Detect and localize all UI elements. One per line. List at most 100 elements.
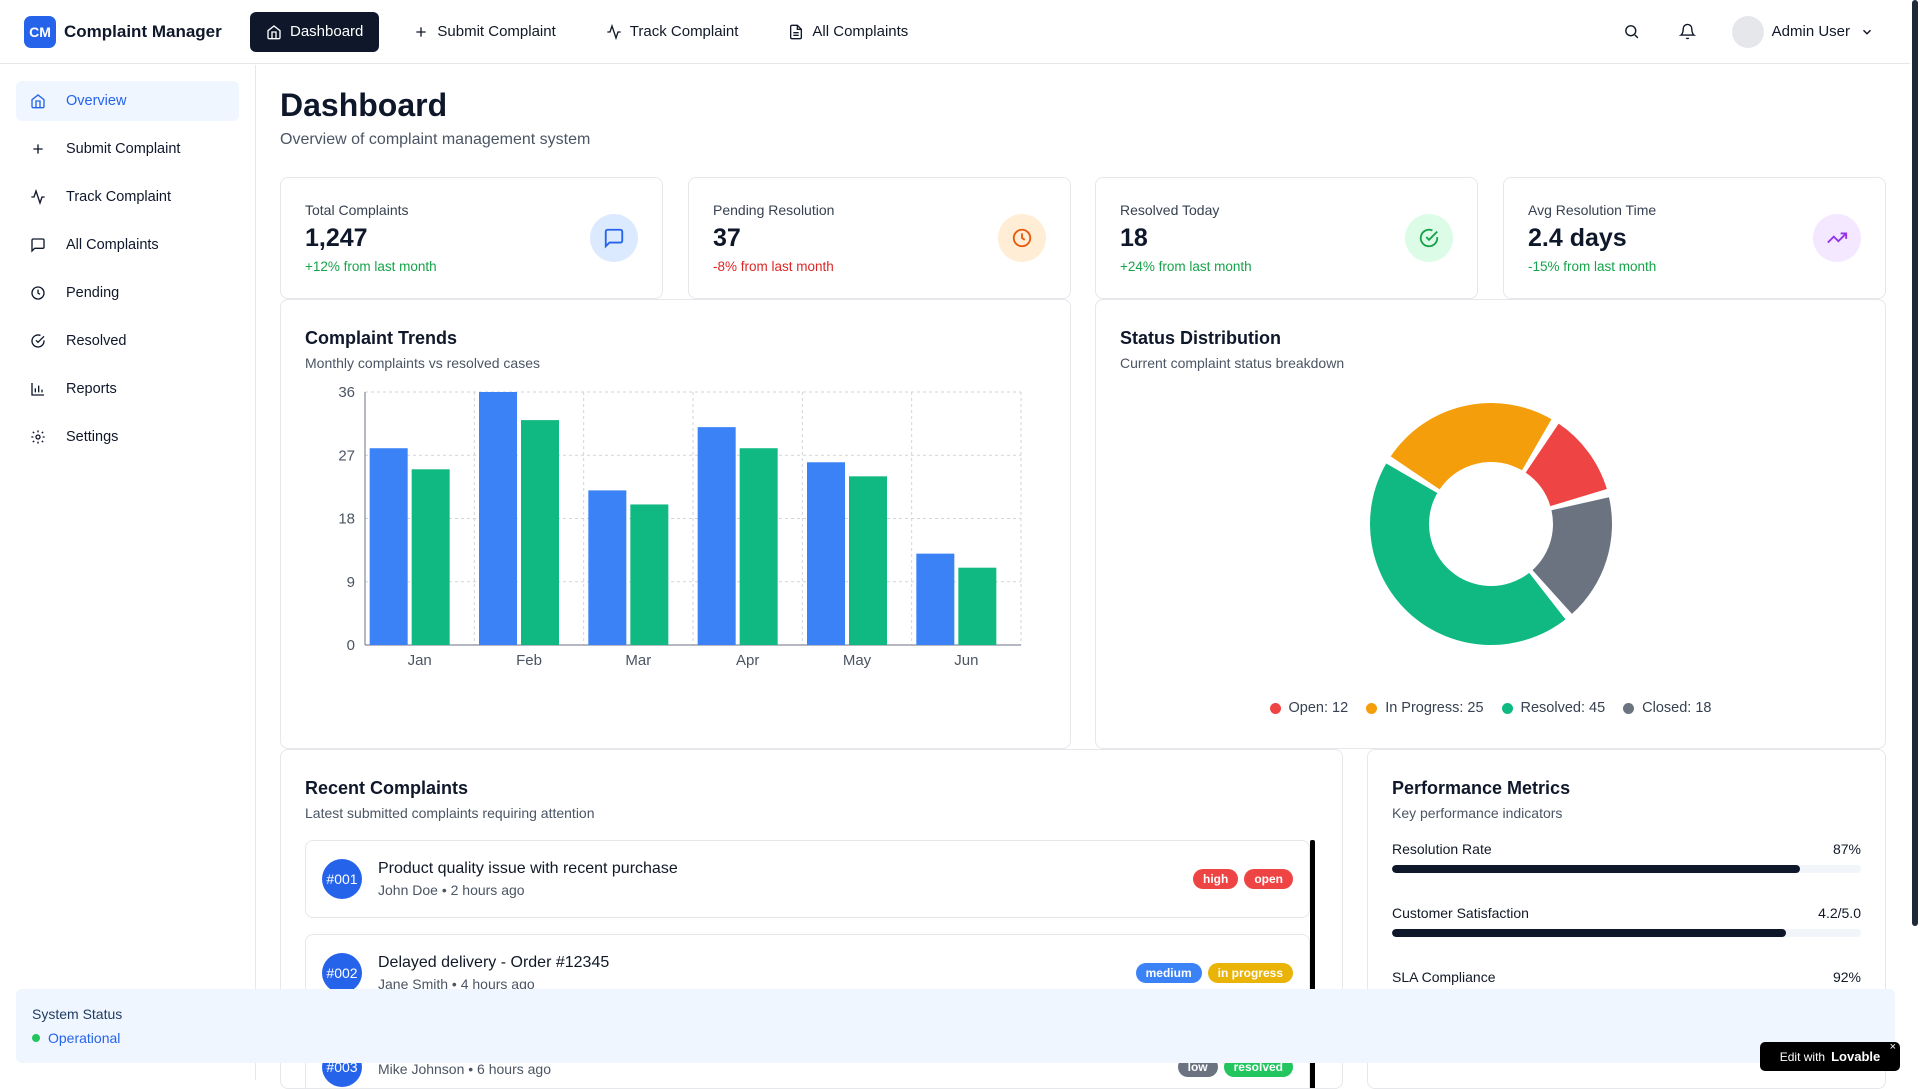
nav-label: Track Complaint (629, 23, 739, 40)
bar (739, 448, 778, 645)
sidebar-item-label: Resolved (66, 333, 127, 349)
sidebar-item-pending[interactable]: Pending (16, 273, 239, 313)
bar (521, 420, 559, 645)
y-tick-label: 0 (347, 637, 355, 654)
sidebar-item-settings[interactable]: Settings (16, 417, 239, 457)
stat-card-pending: Pending Resolution 37 -8% from last mont… (688, 177, 1071, 299)
status-dot (32, 1034, 40, 1042)
close-icon[interactable]: × (1889, 1041, 1896, 1053)
nav-all-complaints[interactable]: All Complaints (772, 12, 924, 52)
bar (630, 504, 669, 645)
sidebar-item-track-complaint[interactable]: Track Complaint (16, 177, 239, 217)
logo-mark: CM (24, 15, 56, 48)
stat-icon-wrap (1405, 214, 1453, 262)
metric-customer-satisfaction: Customer Satisfaction 4.2/5.0 (1392, 905, 1861, 937)
home-icon (267, 24, 281, 39)
stat-label: Total Complaints (305, 202, 409, 218)
user-name: Admin User (1771, 23, 1850, 40)
avatar (1731, 15, 1764, 48)
nav-label: All Complaints (812, 23, 909, 40)
stat-icon-wrap (998, 214, 1046, 262)
bar (958, 567, 997, 645)
sidebar-item-all-complaints[interactable]: All Complaints (16, 225, 239, 265)
edit-with-lovable-badge[interactable]: Edit with Lovable × (1760, 1041, 1900, 1071)
pie-slice (1390, 403, 1552, 490)
donut-chart (1370, 403, 1612, 645)
page-subtitle: Overview of complaint management system (280, 131, 591, 148)
system-status: System Status Operational (16, 989, 1895, 1063)
legend-swatch (1269, 702, 1281, 714)
stat-value: 37 (713, 224, 741, 252)
stat-value: 18 (1120, 224, 1148, 252)
complaint-meta: Mike Johnson • 6 hours ago (378, 1061, 552, 1077)
bar-chart: 0 9 18 27 36 Jan Feb Mar Apr May Jun (338, 386, 1022, 669)
legend-swatch (1501, 702, 1513, 714)
stat-icon-wrap (590, 214, 638, 262)
card-subtitle: Monthly complaints vs resolved cases (305, 355, 540, 371)
sidebar-item-label: Submit Complaint (66, 141, 181, 157)
x-tick-label: Jan (408, 652, 432, 669)
x-tick-label: Feb (516, 652, 542, 669)
bar-chart-icon (31, 383, 44, 396)
top-nav: Dashboard Submit Complaint Track Complai… (250, 11, 942, 52)
sidebar-item-submit-complaint[interactable]: Submit Complaint (16, 129, 239, 169)
stat-label: Pending Resolution (713, 202, 835, 218)
top-actions: Admin User (1596, 12, 1874, 52)
list-scrollbar[interactable] (1310, 840, 1315, 1088)
stat-card-total: Total Complaints 1,247 +12% from last mo… (280, 177, 663, 299)
pie-slice (1525, 423, 1607, 507)
progress-track (1392, 929, 1861, 937)
stat-label: Resolved Today (1120, 202, 1220, 218)
status-badge: open (1244, 869, 1293, 889)
bar (588, 490, 627, 645)
app-name: Complaint Manager (64, 21, 222, 41)
search-button[interactable] (1612, 12, 1652, 52)
plus-icon (416, 26, 427, 37)
metric-resolution-rate: Resolution Rate 87% (1392, 841, 1861, 873)
pie-slice (1370, 463, 1566, 645)
complaint-item[interactable]: #001 Product quality issue with recent p… (305, 840, 1310, 918)
nav-label: Dashboard (290, 23, 364, 40)
message-icon (604, 228, 624, 249)
nav-label: Submit Complaint (437, 23, 556, 40)
stat-card-resolved-today: Resolved Today 18 +24% from last month (1095, 177, 1478, 299)
bar (849, 476, 887, 645)
activity-icon (31, 189, 45, 205)
user-menu[interactable]: Admin User (1731, 15, 1874, 48)
complaint-id: #001 (322, 859, 362, 899)
nav-dashboard[interactable]: Dashboard (250, 11, 380, 52)
x-tick-label: Jun (954, 652, 978, 669)
metric-label: Customer Satisfaction (1392, 905, 1529, 921)
bar (479, 392, 517, 645)
nav-submit-complaint[interactable]: Submit Complaint (397, 12, 571, 52)
nav-track-complaint[interactable]: Track Complaint (590, 12, 755, 52)
x-tick-label: Apr (736, 652, 759, 669)
metric-value: 87% (1832, 841, 1861, 857)
stat-card-avg-time: Avg Resolution Time 2.4 days -15% from l… (1503, 177, 1886, 299)
complaint-id: #002 (322, 953, 362, 993)
sidebar-item-label: Reports (66, 381, 117, 397)
stat-change: -15% from last month (1528, 259, 1657, 274)
card-subtitle: Latest submitted complaints requiring at… (305, 805, 595, 821)
progress-track (1392, 865, 1861, 873)
metric-value: 92% (1832, 969, 1861, 985)
badge-prefix: Edit with (1779, 1049, 1826, 1064)
legend-label: Closed: 18 (1642, 700, 1712, 716)
bar (411, 469, 450, 645)
sidebar-item-reports[interactable]: Reports (16, 369, 239, 409)
card-subtitle: Current complaint status breakdown (1120, 355, 1345, 371)
x-tick-label: Mar (625, 652, 651, 669)
sidebar-item-label: Settings (66, 429, 119, 445)
progress-fill (1392, 865, 1801, 873)
sidebar-item-resolved[interactable]: Resolved (16, 321, 239, 361)
sidebar-item-overview[interactable]: Overview (16, 81, 239, 121)
app-logo[interactable]: CM Complaint Manager (24, 15, 250, 48)
status-badge: in progress (1207, 963, 1293, 983)
priority-badge: high (1193, 869, 1239, 889)
page-scrollbar-thumb[interactable] (1912, 0, 1918, 926)
stat-change: +24% from last month (1120, 259, 1252, 274)
sidebar: Overview Submit Complaint Track Complain… (0, 65, 256, 1080)
stat-value: 1,247 (305, 224, 368, 252)
notifications-button[interactable] (1668, 12, 1708, 52)
chevron-down-icon (1862, 29, 1872, 35)
